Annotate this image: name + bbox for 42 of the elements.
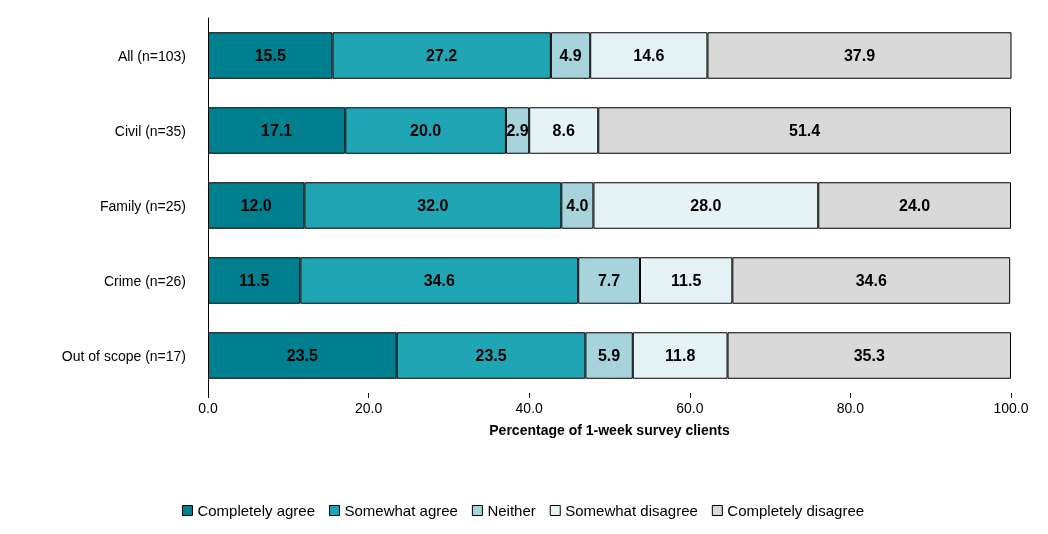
x-tick-label: 80.0 xyxy=(836,400,865,416)
x-tick-label: 40.0 xyxy=(515,400,544,416)
data-label: 4.9 xyxy=(559,47,582,64)
data-label: 8.6 xyxy=(552,122,575,139)
x-axis-title: Percentage of 1-week survey clients xyxy=(489,422,730,438)
data-label: 20.0 xyxy=(410,122,442,139)
data-label: 28.0 xyxy=(690,197,722,214)
data-label: 15.5 xyxy=(254,47,286,64)
data-label: 34.6 xyxy=(423,272,455,289)
legend-label: Somewhat disagree xyxy=(565,502,698,519)
data-label: 17.1 xyxy=(261,122,293,139)
data-label: 23.5 xyxy=(475,347,507,364)
x-tick-label: 20.0 xyxy=(354,400,383,416)
y-tick-label: Family (n=25) xyxy=(100,197,186,214)
data-label: 35.3 xyxy=(853,347,885,364)
data-label: 32.0 xyxy=(417,197,449,214)
x-tick-label: 0.0 xyxy=(198,400,218,416)
data-label: 11.8 xyxy=(665,347,696,364)
data-label: 11.5 xyxy=(671,272,702,289)
data-label: 7.7 xyxy=(597,272,621,289)
y-tick-label: All (n=103) xyxy=(117,47,186,64)
data-label: 4.0 xyxy=(566,197,589,214)
data-label: 11.5 xyxy=(239,272,270,289)
legend-label: Neither xyxy=(487,502,536,519)
data-label: 51.4 xyxy=(789,122,821,139)
y-tick-label: Crime (n=26) xyxy=(103,272,186,289)
legend-label: Completely agree xyxy=(197,502,315,519)
data-label: 23.5 xyxy=(286,347,319,364)
x-tick-label: 100.0 xyxy=(993,400,1029,416)
data-label: 2.9 xyxy=(506,122,529,139)
data-label: 24.0 xyxy=(899,197,931,214)
y-tick-label: Out of scope (n=17) xyxy=(61,347,186,364)
data-label: 5.9 xyxy=(597,347,621,364)
data-label: 34.6 xyxy=(855,272,887,289)
legend-label: Somewhat agree xyxy=(344,502,458,519)
data-label: 12.0 xyxy=(240,197,272,214)
legend-label: Completely disagree xyxy=(727,502,865,519)
data-label: 14.6 xyxy=(633,47,665,64)
data-label: 37.9 xyxy=(843,47,876,64)
data-label: 27.2 xyxy=(426,47,458,64)
x-tick-label: 60.0 xyxy=(676,400,704,416)
y-tick-label: Civil (n=35) xyxy=(114,122,186,139)
